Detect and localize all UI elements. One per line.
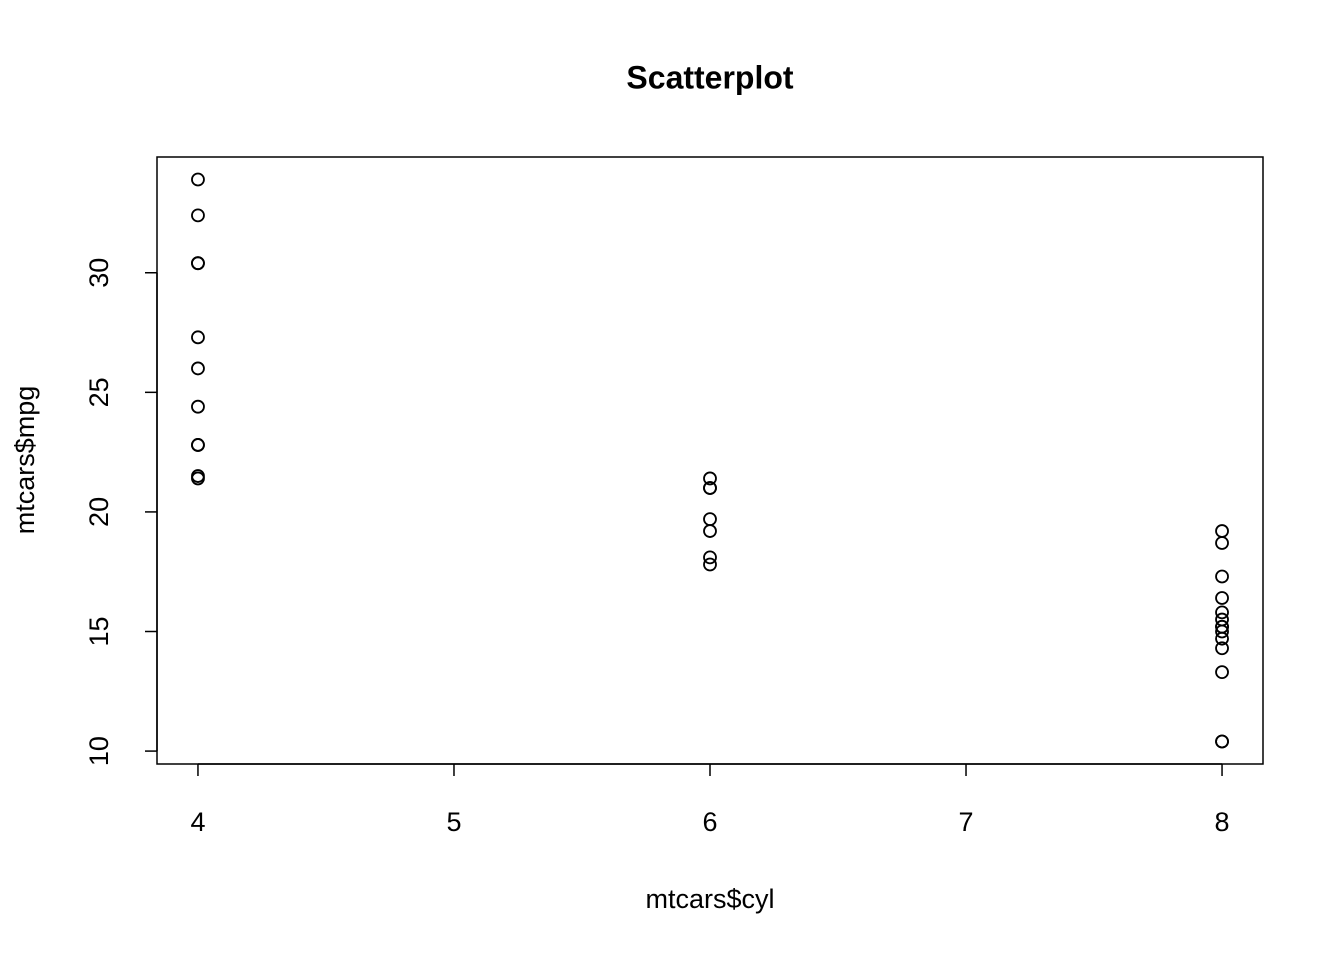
x-tick-label: 4 (190, 807, 205, 837)
y-tick-label: 25 (84, 377, 114, 407)
point (1215, 536, 1229, 550)
point (191, 330, 205, 345)
point (1215, 569, 1229, 584)
point (191, 256, 205, 271)
y-tick-label: 15 (84, 616, 114, 646)
point (703, 512, 717, 526)
y-tick-label: 30 (84, 258, 114, 288)
point (1215, 591, 1229, 605)
x-tick-label: 5 (446, 807, 461, 837)
point (1215, 641, 1229, 656)
plot-frame (156, 156, 1264, 765)
x-tick-label: 6 (702, 807, 717, 837)
x-tick-label: 8 (1215, 807, 1230, 837)
point (191, 471, 205, 486)
point (703, 481, 717, 495)
y-tick-label: 20 (84, 497, 114, 527)
y-tick-label: 10 (84, 736, 114, 766)
point (191, 399, 205, 414)
point (191, 438, 205, 452)
point (703, 557, 717, 572)
y-axis-label: mtcars$mpg (10, 386, 40, 535)
point (1215, 524, 1229, 538)
point (1215, 665, 1229, 680)
chart-title: Scatterplot (626, 59, 793, 95)
point (703, 524, 717, 538)
point (1215, 605, 1229, 620)
point (703, 471, 717, 486)
point (1215, 734, 1229, 749)
point (191, 361, 205, 376)
point (191, 208, 205, 223)
x-tick-label: 7 (959, 807, 974, 837)
point (1215, 619, 1229, 634)
point (1215, 624, 1229, 639)
point (703, 550, 717, 565)
point (191, 172, 205, 187)
x-axis-label: mtcars$cyl (645, 884, 774, 914)
